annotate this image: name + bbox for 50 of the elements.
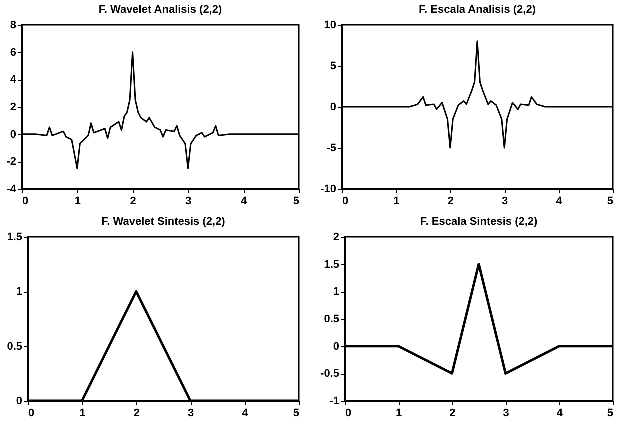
y-tick-label: 8 [10,20,16,32]
chart-title: F. Escala Analisis (2,2) [419,4,536,16]
x-tick-label: 3 [188,408,194,420]
x-tick-label: 3 [502,196,508,208]
y-tick-label: -5 [326,142,336,154]
x-tick-label: 3 [186,196,192,208]
y-tick-label: 2 [10,102,16,114]
x-tick-label: 5 [607,196,614,208]
x-tick-label: 0 [28,408,35,420]
x-tick-label: 4 [241,196,248,208]
y-tick-label: 1.5 [7,232,22,244]
x-tick-label: 0 [342,196,349,208]
chart-title: F. Wavelet Analisis (2,2) [98,4,222,16]
y-tick-label: 6 [10,46,16,59]
y-tick-label: -2 [6,156,16,168]
y-tick-label: 0 [333,340,340,353]
y-tick-label: 5 [330,60,336,72]
x-tick-label: 2 [450,408,456,420]
x-tick-label: 2 [130,196,136,208]
x-tick-label: 3 [503,408,510,420]
y-tick-label: -4 [6,184,18,196]
x-tick-label: 1 [74,196,81,208]
y-tick-label: -10 [320,184,336,196]
x-tick-label: 1 [80,408,86,420]
chart-title: F. Wavelet Sintesis (2,2) [102,216,226,228]
x-tick-label: 2 [448,196,454,208]
x-tick-label: 5 [293,196,300,208]
y-tick-label: 1 [16,286,22,298]
x-tick-label: 1 [394,196,400,208]
y-tick-label: 4 [10,74,18,86]
y-tick-label: 1.5 [324,258,340,271]
y-tick-label: -0.5 [320,368,340,380]
y-tick-label: 2 [333,232,340,244]
y-tick-label: 0 [330,102,336,114]
x-tick-label: 4 [556,408,564,420]
x-tick-label: 5 [607,408,614,420]
y-tick-label: 0.5 [7,340,22,353]
y-tick-label: 0 [16,396,22,408]
x-tick-label: 2 [134,408,140,420]
x-tick-label: 0 [346,408,352,420]
chart-title: F. Escala Sintesis (2,2) [420,216,538,228]
y-tick-label: 0.5 [324,314,340,326]
y-tick-label: 0 [10,128,16,141]
x-tick-label: 5 [293,408,300,420]
x-tick-label: 1 [396,408,402,420]
x-tick-label: 4 [556,196,564,208]
y-tick-label: -1 [330,396,340,408]
x-tick-label: 4 [242,408,250,420]
y-tick-label: 1 [333,286,340,298]
y-tick-label: 10 [324,20,336,32]
